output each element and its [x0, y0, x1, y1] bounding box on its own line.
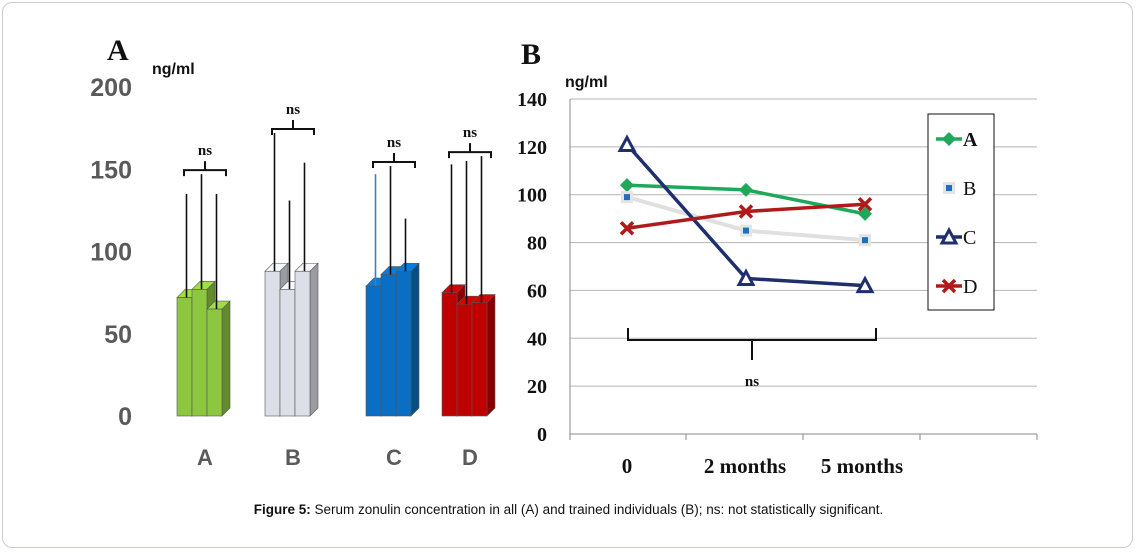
point-marker	[858, 206, 872, 221]
significance-bracket	[627, 328, 877, 360]
panel-a-label: A	[107, 34, 129, 67]
legend-label: C	[963, 227, 976, 249]
point-marker	[857, 197, 873, 212]
point-marker	[941, 278, 957, 294]
panel-b-unit-label: ng/ml	[565, 74, 608, 91]
legend-label: B	[963, 178, 976, 200]
y-tick-label: 140	[517, 89, 547, 111]
significance-label: ns	[286, 102, 300, 118]
y-tick-label: 120	[517, 137, 547, 159]
panel-b-label: B	[521, 38, 541, 71]
point-marker	[942, 132, 956, 146]
y-tick-label: 50	[104, 321, 132, 349]
significance-label: ns	[463, 125, 477, 141]
y-tick-label: 200	[90, 74, 132, 102]
point-marker	[619, 220, 635, 236]
caption-label: Figure 5:	[253, 502, 311, 517]
x-category-label: 5 months	[821, 454, 903, 478]
point-marker	[736, 268, 756, 286]
point-marker	[862, 237, 868, 244]
point-marker	[739, 182, 753, 197]
significance-label: ns	[745, 374, 759, 390]
caption-text: Serum zonulin concentration in all (A) a…	[314, 502, 884, 517]
series-C	[617, 134, 875, 294]
point-marker	[855, 275, 875, 294]
bar	[395, 270, 412, 417]
y-tick-label: 100	[517, 185, 547, 207]
point-marker	[946, 185, 952, 191]
point-marker	[617, 134, 637, 152]
bar	[206, 308, 223, 417]
point-marker	[939, 226, 959, 245]
y-tick-label: 20	[527, 376, 547, 398]
point-marker	[620, 178, 634, 193]
significance-bracket	[271, 120, 315, 136]
y-tick-label: 40	[527, 328, 547, 350]
significance-bracket	[448, 143, 492, 159]
series-A	[620, 178, 872, 221]
x-category-label: A	[197, 445, 213, 470]
y-tick-label: 100	[90, 239, 132, 267]
series-line	[625, 143, 866, 288]
point-marker	[624, 194, 630, 201]
series-B	[621, 191, 871, 247]
significance-label: ns	[387, 135, 401, 151]
point-marker	[743, 227, 749, 234]
legend-label: A	[963, 129, 978, 151]
y-tick-label: 0	[537, 424, 547, 446]
bar-chart-panel-a: Ang/ml 0 50 100 150 200 ns Ans Bns Cns D	[90, 34, 496, 470]
panel-a-unit-label: ng/ml	[152, 61, 195, 78]
significance-label: ns	[198, 143, 212, 159]
line-chart-panel-b: Bng/ml 0 20 40 60 80 100 120 140 0 2 months 5 month…	[517, 38, 1038, 478]
significance-bracket	[372, 152, 416, 168]
x-category-label: B	[285, 445, 301, 470]
point-marker	[738, 204, 754, 219]
y-tick-label: 60	[527, 280, 547, 302]
series-D	[619, 197, 873, 236]
legend-box	[927, 113, 995, 311]
y-tick-label: 0	[118, 403, 132, 431]
figure-caption: Figure 5: Serum zonulin concentration in…	[0, 502, 1137, 517]
significance-bracket	[183, 161, 227, 177]
y-tick-label: 150	[90, 156, 132, 184]
bar	[471, 302, 488, 417]
x-category-label: D	[462, 445, 478, 470]
x-category-label: 0	[622, 454, 633, 478]
x-category-label: C	[386, 445, 402, 470]
x-category-label: 2 months	[704, 454, 786, 478]
legend-label: D	[963, 276, 977, 298]
bar	[294, 270, 311, 417]
y-tick-label: 80	[527, 233, 547, 255]
